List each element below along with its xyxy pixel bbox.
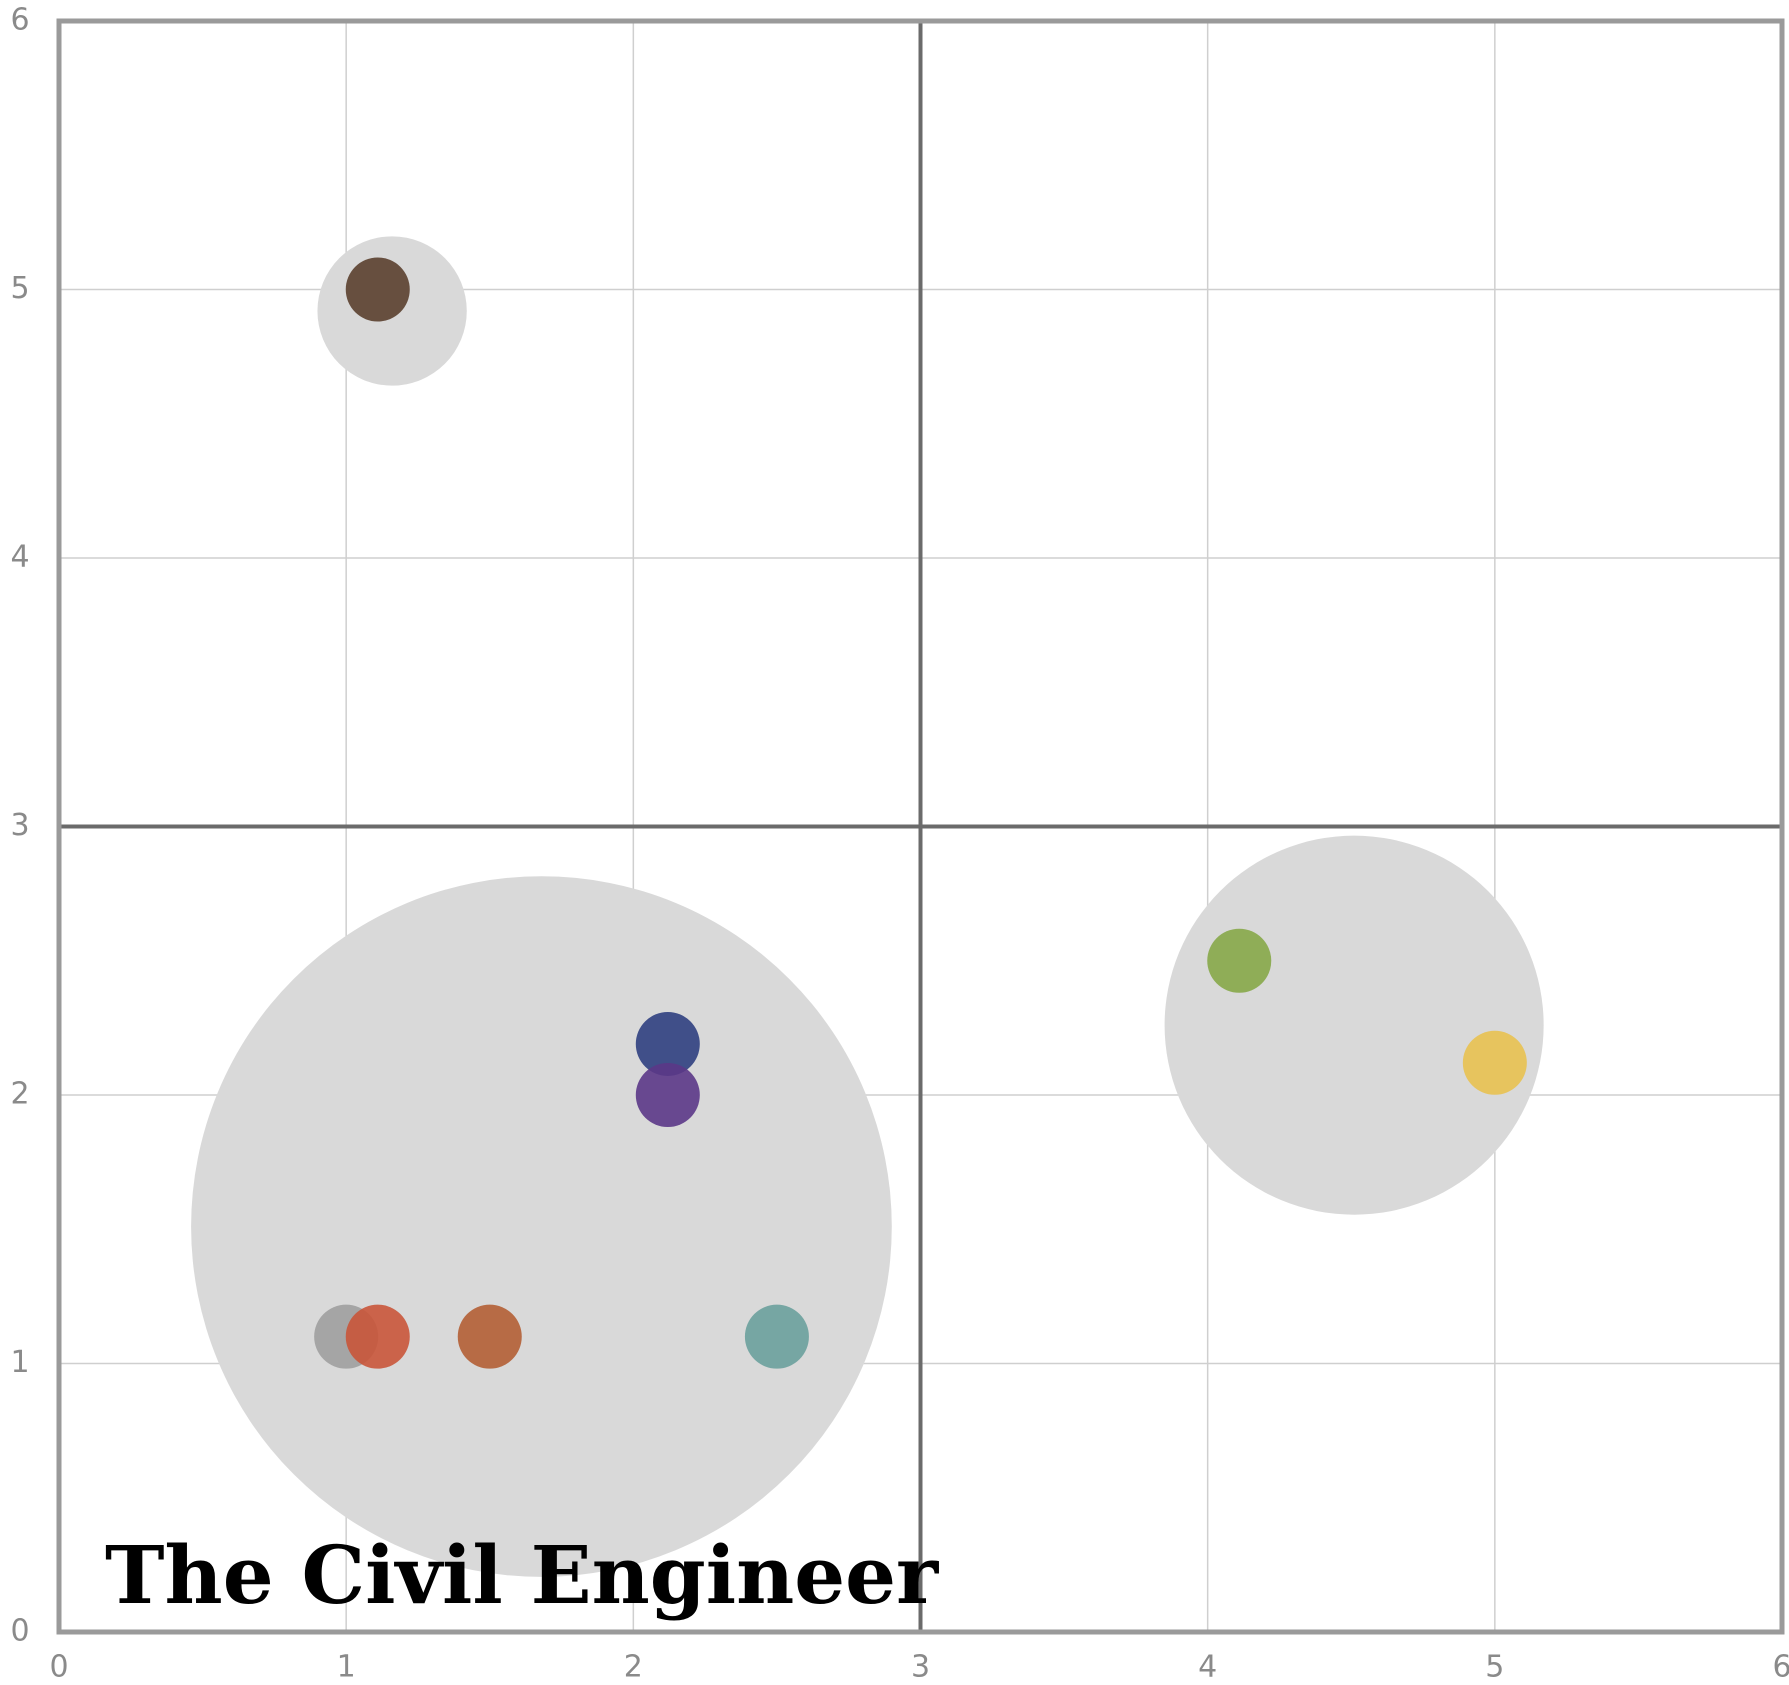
point: [744, 1304, 809, 1369]
point: [1462, 1030, 1527, 1095]
chart-title: The Civil Engineer: [105, 1528, 939, 1622]
points: [314, 257, 1527, 1369]
plot-border: [56, 18, 1785, 1635]
point: [345, 257, 410, 322]
point: [457, 1304, 522, 1369]
x-tick-label: 0: [49, 1650, 68, 1685]
x-tick-label: 5: [1485, 1650, 1504, 1685]
y-tick-label: 1: [10, 1345, 29, 1380]
y-tick-label: 2: [10, 1077, 29, 1112]
y-tick-label: 5: [10, 271, 29, 306]
point: [345, 1304, 410, 1369]
point: [635, 1011, 700, 1076]
clusters: [191, 236, 1544, 1577]
point: [635, 1063, 700, 1127]
x-tick-label: 6: [1772, 1650, 1789, 1685]
y-tick-label: 4: [10, 540, 29, 575]
point: [1207, 928, 1272, 993]
x-tick-label: 4: [1198, 1650, 1217, 1685]
x-tick-label: 3: [911, 1650, 930, 1685]
y-tick-label: 6: [10, 3, 29, 38]
frame: [56, 18, 1785, 1635]
y-tick-label: 0: [10, 1614, 29, 1649]
cluster: [191, 876, 892, 1577]
cluster: [1164, 835, 1544, 1215]
x-tick-label: 2: [624, 1650, 643, 1685]
y-tick-label: 3: [10, 808, 29, 843]
x-tick-label: 1: [337, 1650, 356, 1685]
